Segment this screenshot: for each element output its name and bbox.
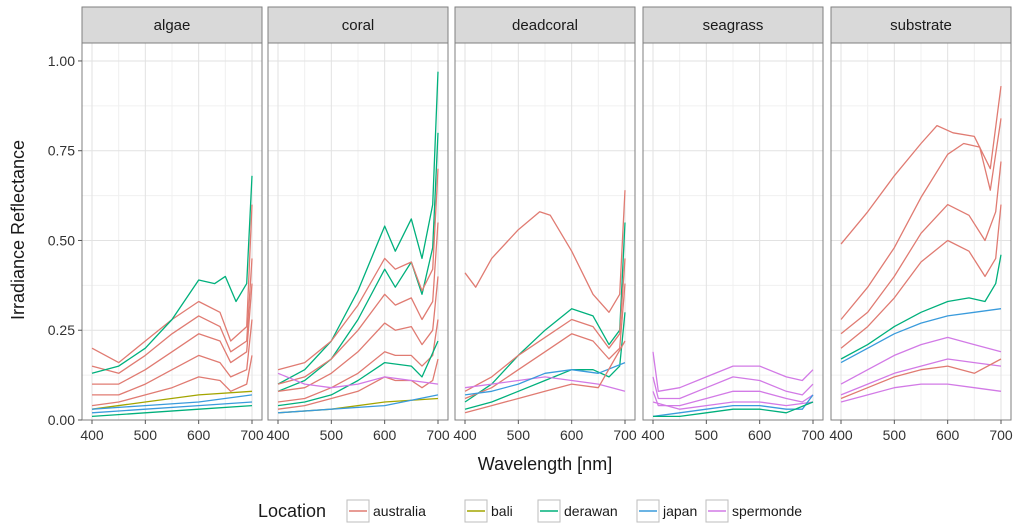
y-tick-label: 1.00 — [48, 53, 75, 69]
x-tick-label: 600 — [936, 427, 960, 443]
legend-entry-bali: bali — [464, 499, 513, 523]
series-line-derawan — [653, 401, 814, 418]
legend-entry-australia: australia — [346, 499, 426, 523]
series-line-australia — [840, 161, 1002, 335]
x-tick-label: 400 — [80, 427, 104, 443]
series-line-spermonde — [840, 383, 1002, 403]
facet-strip-label: substrate — [890, 17, 952, 34]
facet-panel-coral: coral 400 500 600 700 — [266, 6, 450, 443]
series-line-spermonde — [652, 401, 814, 410]
y-axis-title: Irradiance Reflectance — [8, 140, 28, 320]
series-line-spermonde — [652, 376, 814, 400]
series-line-australia — [92, 283, 253, 385]
series-line-japan — [91, 394, 253, 410]
series-line-australia — [840, 118, 1002, 320]
series-line-derawan — [91, 175, 253, 374]
x-tick-label: 400 — [266, 427, 290, 443]
series-line-derawan — [277, 340, 439, 407]
series-line-australia — [277, 222, 439, 385]
legend-title: Location — [258, 501, 326, 521]
legend-entry-japan: japan — [636, 499, 697, 523]
y-tick-label: 0.50 — [48, 232, 75, 248]
series-line-australia — [840, 358, 1002, 400]
series-line-japan — [277, 394, 439, 414]
facet-strip — [81, 6, 263, 44]
x-tick-label: 500 — [320, 427, 344, 443]
series-line-japan — [840, 308, 1002, 364]
series-line-derawan — [277, 71, 439, 385]
x-tick-label: 600 — [560, 427, 584, 443]
series-line-japan — [464, 361, 626, 396]
y-tick-label: 0.00 — [48, 412, 75, 428]
facet-strip-label: seagrass — [703, 17, 764, 34]
series-line-australia — [277, 168, 439, 371]
x-tick-label: 600 — [373, 427, 397, 443]
x-axis-title: Wavelength [nm] — [478, 454, 612, 474]
x-tick-label: 700 — [240, 427, 264, 443]
legend-label: japan — [662, 503, 697, 519]
y-tick-label: 0.25 — [48, 322, 75, 338]
series-line-derawan — [464, 222, 626, 403]
legend-entry-derawan: derawan — [537, 499, 618, 523]
series-line-australia — [91, 204, 253, 364]
x-tick-label: 600 — [187, 427, 211, 443]
facet-strip — [830, 6, 1012, 44]
x-tick-label: 500 — [134, 427, 158, 443]
y-tick-label: 0.75 — [48, 143, 75, 159]
series-line-australia — [464, 340, 626, 414]
series-line-australia — [464, 190, 626, 313]
x-tick-label: 500 — [695, 427, 719, 443]
series-line-japan — [91, 401, 253, 414]
series-line-australia — [464, 258, 626, 392]
x-tick-label: 700 — [613, 427, 637, 443]
x-tick-label: 400 — [641, 427, 665, 443]
series-line-spermonde — [652, 351, 814, 392]
series-line-derawan — [91, 404, 253, 418]
series-line-australia — [464, 283, 626, 400]
series-line-australia — [840, 204, 1002, 349]
facet-strip — [642, 6, 824, 44]
legend-label: bali — [491, 503, 513, 519]
facet-panel-algae: algae 400 500 600 700 — [80, 6, 264, 443]
legend-label: australia — [373, 503, 426, 519]
facet-panel-substrate: substrate 400 500 600 700 — [829, 6, 1013, 443]
x-tick-label: 400 — [453, 427, 477, 443]
series-line-australia — [91, 258, 253, 374]
facet-strip-label: coral — [342, 17, 375, 34]
series-line-spermonde — [840, 358, 1002, 396]
facet-strip — [267, 6, 449, 44]
facet-panel-deadcoral: deadcoral 400 500 600 700 — [453, 6, 637, 443]
series-line-bali — [91, 390, 253, 410]
series-line-japan — [652, 394, 814, 418]
series-line-spermonde — [464, 376, 626, 392]
legend: Location australia bali derawan japan spermo… — [258, 499, 802, 523]
series-line-australia — [277, 276, 439, 392]
series-line-australia — [277, 319, 439, 403]
facet-strip — [454, 6, 636, 44]
series-line-spermonde — [277, 372, 439, 389]
y-axis: 0.00 0.25 0.50 0.75 1.00 — [48, 53, 82, 428]
x-tick-label: 500 — [883, 427, 907, 443]
legend-label: derawan — [564, 503, 618, 519]
x-tick-label: 700 — [989, 427, 1013, 443]
legend-label: spermonde — [732, 503, 802, 519]
facet-panel-seagrass: seagrass 400 500 600 700 — [641, 6, 825, 443]
facet-strip-label: deadcoral — [512, 17, 578, 34]
series-line-australia — [91, 355, 253, 407]
x-tick-label: 700 — [801, 427, 825, 443]
series-line-spermonde — [840, 336, 1002, 385]
x-tick-label: 600 — [748, 427, 772, 443]
series-line-australia — [840, 86, 1002, 245]
series-line-derawan — [840, 254, 1002, 360]
facet-strip-label: algae — [154, 17, 191, 34]
series-line-australia — [92, 319, 253, 396]
series-line-derawan — [277, 132, 439, 392]
legend-entry-spermonde: spermonde — [705, 499, 802, 523]
x-tick-label: 400 — [829, 427, 853, 443]
x-tick-label: 700 — [426, 427, 450, 443]
series-line-australia — [277, 358, 439, 410]
x-tick-label: 500 — [507, 427, 531, 443]
